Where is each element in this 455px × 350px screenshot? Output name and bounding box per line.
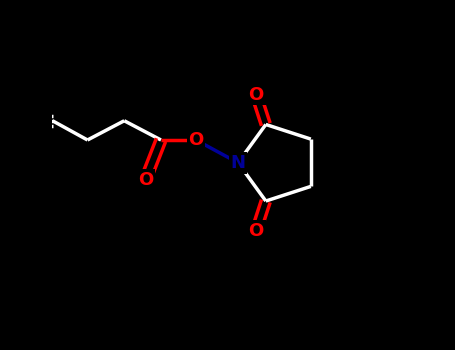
Text: O: O <box>188 131 204 149</box>
Text: N: N <box>231 154 246 172</box>
Text: O: O <box>248 222 264 240</box>
Text: O: O <box>248 85 264 104</box>
Text: O: O <box>137 171 153 189</box>
